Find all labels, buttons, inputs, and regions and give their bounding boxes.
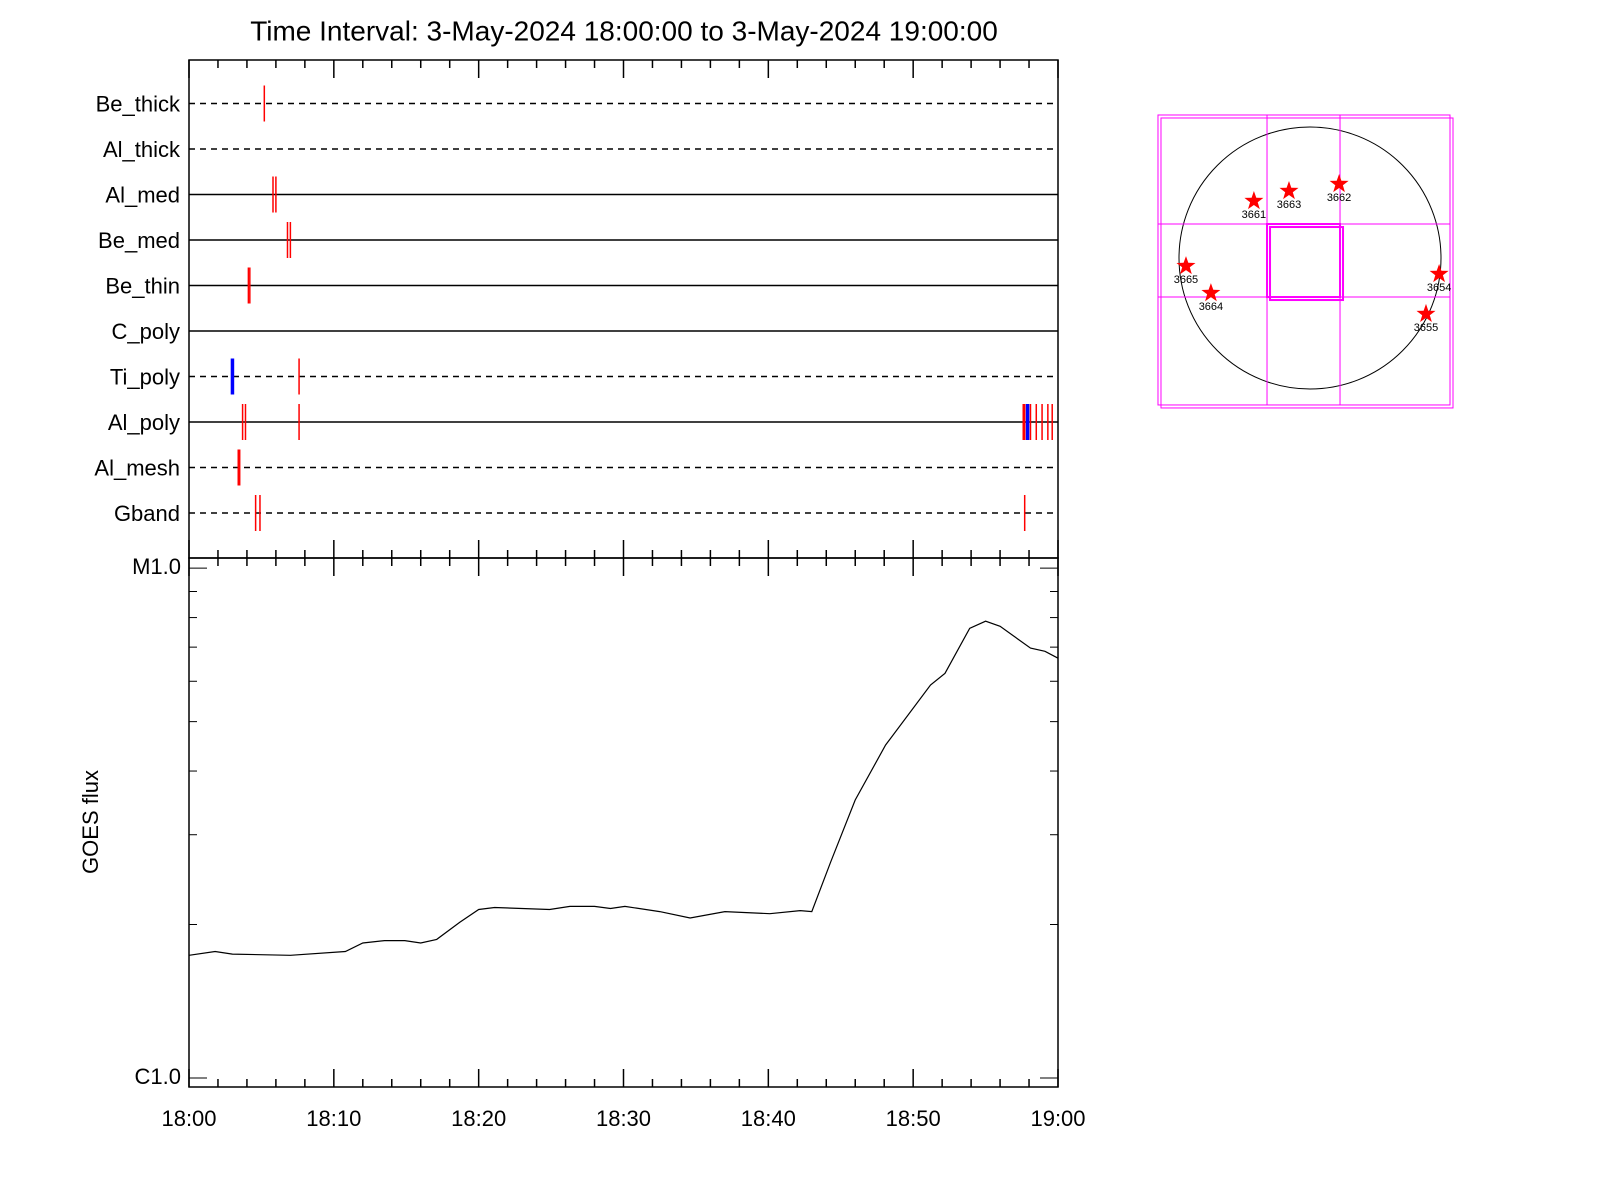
row-label: Al_thick bbox=[103, 137, 181, 162]
x-tick-label: 18:30 bbox=[596, 1106, 651, 1131]
y-axis-label: GOES flux bbox=[78, 770, 103, 874]
region-label: 3662 bbox=[1327, 192, 1351, 204]
region-label: 3655 bbox=[1414, 322, 1438, 334]
fov-box bbox=[1266, 223, 1342, 299]
x-tick-label: 18:10 bbox=[306, 1106, 361, 1131]
x-tick-label: 18:50 bbox=[886, 1106, 941, 1131]
region-star bbox=[1244, 191, 1264, 210]
row-label: Ti_poly bbox=[110, 364, 180, 389]
fov-box bbox=[1157, 114, 1451, 406]
region-label: 3654 bbox=[1427, 282, 1451, 294]
region-label: 3663 bbox=[1277, 199, 1301, 211]
y-tick-label: C1.0 bbox=[135, 1064, 181, 1089]
row-label: Al_poly bbox=[108, 410, 180, 435]
x-tick-label: 18:00 bbox=[161, 1106, 216, 1131]
row-label: C_poly bbox=[112, 319, 180, 344]
region-star bbox=[1329, 174, 1349, 193]
x-tick-label: 19:00 bbox=[1030, 1106, 1085, 1131]
row-label: Al_mesh bbox=[94, 455, 180, 480]
plot-frame bbox=[188, 59, 1059, 559]
region-star bbox=[1201, 283, 1221, 302]
row-label: Al_med bbox=[105, 182, 180, 207]
chart-title: Time Interval: 3-May-2024 18:00:00 to 3-… bbox=[250, 15, 998, 46]
region-label: 3665 bbox=[1174, 274, 1198, 286]
region-label: 3661 bbox=[1242, 209, 1266, 221]
row-label: Be_med bbox=[98, 228, 180, 253]
row-label: Be_thick bbox=[96, 91, 181, 116]
region-star bbox=[1416, 303, 1436, 322]
flux-line bbox=[188, 620, 1059, 956]
row-label: Gband bbox=[114, 501, 180, 526]
fov-box bbox=[1269, 226, 1345, 302]
region-star bbox=[1279, 181, 1299, 200]
region-star bbox=[1176, 256, 1196, 275]
y-tick-label: M1.0 bbox=[132, 554, 181, 579]
plot-frame bbox=[188, 557, 1059, 1088]
region-star bbox=[1429, 264, 1449, 283]
row-label: Be_thin bbox=[105, 273, 180, 298]
x-tick-label: 18:20 bbox=[451, 1106, 506, 1131]
x-tick-label: 18:40 bbox=[741, 1106, 796, 1131]
fov-box bbox=[1160, 117, 1454, 409]
region-label: 3664 bbox=[1199, 301, 1223, 313]
solar-limb bbox=[1178, 126, 1442, 390]
